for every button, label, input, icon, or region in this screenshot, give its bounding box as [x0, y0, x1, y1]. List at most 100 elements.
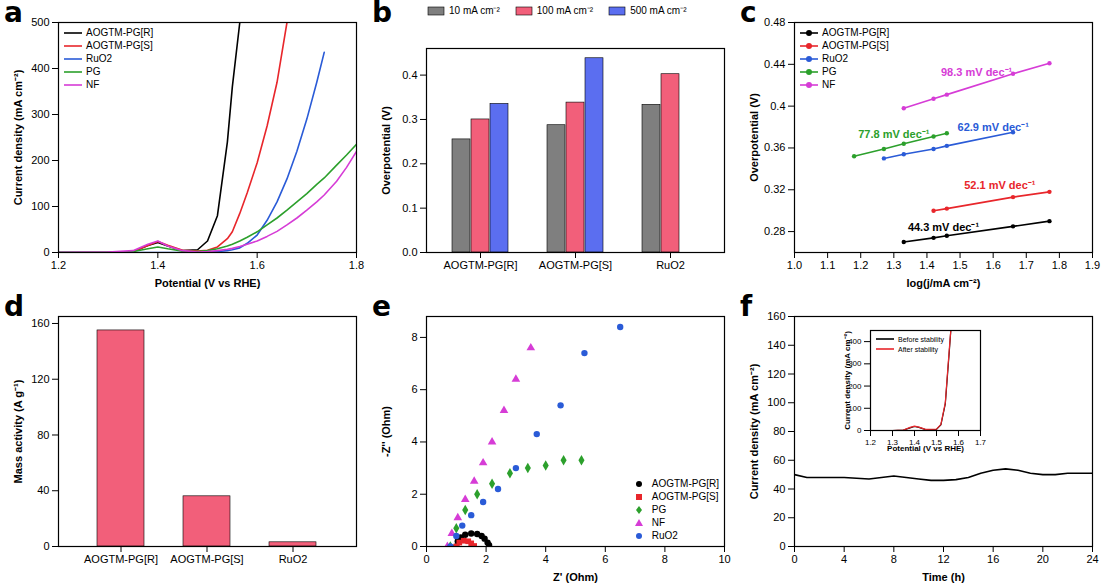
svg-text:1.1: 1.1 [820, 259, 835, 271]
svg-text:0.48: 0.48 [764, 16, 785, 28]
html-text:500 mA cm⁻²: 500 mA cm⁻² [630, 5, 687, 16]
svg-text:160: 160 [767, 310, 785, 322]
svg-text:100: 100 [767, 396, 785, 408]
svg-text:300: 300 [31, 108, 49, 120]
svg-text:0.28: 0.28 [764, 225, 785, 237]
svg-text:1.4: 1.4 [919, 259, 934, 271]
svg-text:2: 2 [411, 488, 417, 500]
svg-text:1.8: 1.8 [1052, 259, 1067, 271]
html-text:NF: NF [86, 79, 100, 90]
svg-text:60: 60 [773, 454, 785, 466]
svg-text:16: 16 [987, 553, 999, 565]
svg-text:80: 80 [37, 429, 49, 441]
svg-text:Overpotential (V): Overpotential (V) [748, 93, 760, 182]
svg-text:44.3 mV dec⁻¹: 44.3 mV dec⁻¹ [908, 221, 980, 233]
svg-text:40: 40 [773, 483, 785, 495]
svg-text:0: 0 [423, 553, 429, 565]
svg-text:1.5: 1.5 [952, 259, 967, 271]
svg-text:140: 140 [767, 339, 785, 351]
html-text:e: e [372, 290, 391, 323]
svg-text:1.3: 1.3 [886, 259, 901, 271]
svg-text:52.1 mV dec⁻¹: 52.1 mV dec⁻¹ [964, 179, 1036, 191]
svg-text:200: 200 [31, 154, 49, 166]
svg-text:Z' (Ohm): Z' (Ohm) [553, 571, 598, 583]
svg-text:100: 100 [31, 200, 49, 212]
svg-text:Mass activity (A g⁻¹): Mass activity (A g⁻¹) [12, 379, 24, 483]
svg-text:77.8 mV dec⁻¹: 77.8 mV dec⁻¹ [858, 128, 930, 140]
html-text:PG: PG [86, 66, 101, 77]
svg-text:98.3 mV dec⁻¹: 98.3 mV dec⁻¹ [941, 66, 1013, 78]
svg-text:8: 8 [411, 331, 417, 343]
svg-text:24: 24 [1086, 553, 1098, 565]
svg-text:Potential (V vs RHE): Potential (V vs RHE) [887, 444, 964, 453]
svg-text:12: 12 [937, 553, 949, 565]
svg-text:Overpotential (V): Overpotential (V) [380, 106, 392, 195]
svg-text:Time (h): Time (h) [922, 571, 965, 583]
svg-text:2: 2 [483, 553, 489, 565]
svg-text:1.4: 1.4 [150, 259, 165, 271]
html-text:f: f [740, 290, 753, 323]
html-text:10 mA cm⁻²: 10 mA cm⁻² [449, 5, 500, 16]
svg-text:Potential (V vs RHE): Potential (V vs RHE) [155, 277, 261, 289]
svg-text:120: 120 [31, 373, 49, 385]
svg-text:40: 40 [37, 484, 49, 496]
svg-text:1.7: 1.7 [975, 438, 986, 447]
svg-text:0: 0 [857, 426, 862, 435]
svg-text:20: 20 [1037, 553, 1049, 565]
svg-text:1.2: 1.2 [51, 259, 66, 271]
svg-text:1.6: 1.6 [986, 259, 1001, 271]
html-text:d: d [4, 290, 24, 323]
svg-text:80: 80 [773, 425, 785, 437]
svg-text:20: 20 [773, 511, 785, 523]
svg-text:6: 6 [411, 383, 417, 395]
svg-text:0.4: 0.4 [770, 100, 785, 112]
svg-text:0.32: 0.32 [764, 183, 785, 195]
svg-text:1.2: 1.2 [865, 438, 877, 447]
svg-text:0.0: 0.0 [402, 246, 417, 258]
svg-text:1.6: 1.6 [250, 259, 265, 271]
svg-text:AOGTM-PG[R]: AOGTM-PG[R] [444, 259, 518, 271]
svg-text:0: 0 [43, 246, 49, 258]
svg-text:4: 4 [543, 553, 549, 565]
svg-text:Current density (mA cm⁻²): Current density (mA cm⁻²) [12, 69, 24, 205]
svg-text:AOGTM-PG[S]: AOGTM-PG[S] [170, 553, 243, 565]
svg-text:160: 160 [31, 317, 49, 329]
svg-text:0.3: 0.3 [402, 113, 417, 125]
svg-text:6: 6 [602, 553, 608, 565]
html-text:AOGTM-PG[R]: AOGTM-PG[R] [86, 27, 154, 38]
svg-text:400: 400 [31, 62, 49, 74]
svg-text:RuO2: RuO2 [656, 259, 685, 271]
svg-text:0: 0 [43, 540, 49, 552]
svg-text:500: 500 [31, 16, 49, 28]
html-text:AOGTM-PG[S]: AOGTM-PG[S] [86, 40, 153, 51]
svg-text:120: 120 [767, 368, 785, 380]
svg-text:1.9: 1.9 [1085, 259, 1100, 271]
svg-text:RuO2: RuO2 [279, 553, 308, 565]
html-text:100 mA cm⁻²: 100 mA cm⁻² [536, 5, 594, 16]
svg-text:4: 4 [841, 553, 847, 565]
svg-text:1.7: 1.7 [1019, 259, 1034, 271]
svg-text:8: 8 [662, 553, 668, 565]
svg-text:Current density (mA cm⁻²): Current density (mA cm⁻²) [843, 331, 852, 430]
svg-text:62.9 mV dec⁻¹: 62.9 mV dec⁻¹ [958, 121, 1030, 133]
svg-text:0.1: 0.1 [402, 202, 417, 214]
svg-text:AOGTM-PG[S]: AOGTM-PG[S] [539, 259, 612, 271]
svg-text:0.4: 0.4 [402, 69, 417, 81]
html-text:RuO2: RuO2 [86, 53, 113, 64]
svg-text:0.2: 0.2 [402, 157, 417, 169]
svg-text:Current density (mA cm⁻²): Current density (mA cm⁻²) [748, 363, 760, 499]
svg-text:1.0: 1.0 [787, 259, 802, 271]
svg-text:8: 8 [891, 553, 897, 565]
svg-text:log(j/mA cm⁻²): log(j/mA cm⁻²) [907, 277, 981, 289]
svg-text:10: 10 [718, 553, 730, 565]
svg-text:0: 0 [791, 553, 797, 565]
svg-text:1.8: 1.8 [349, 259, 364, 271]
svg-text:0: 0 [411, 540, 417, 552]
svg-text:1.2: 1.2 [853, 259, 868, 271]
svg-text:0.36: 0.36 [764, 141, 785, 153]
svg-text:-Z'' (Ohm): -Z'' (Ohm) [380, 406, 392, 457]
svg-text:0.44: 0.44 [764, 58, 785, 70]
svg-text:4: 4 [411, 435, 417, 447]
svg-text:0: 0 [779, 540, 785, 552]
svg-text:AOGTM-PG[R]: AOGTM-PG[R] [84, 553, 158, 565]
